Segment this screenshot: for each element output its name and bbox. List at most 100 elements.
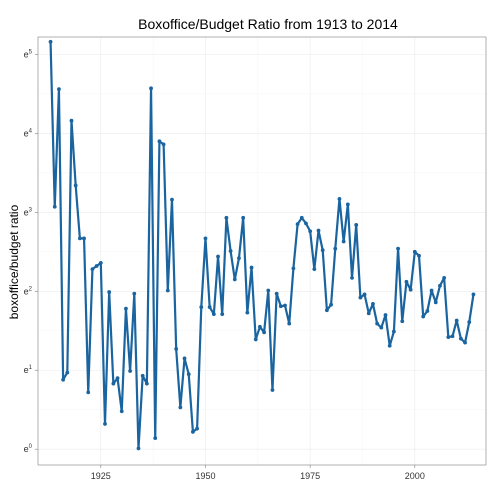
data-point	[103, 422, 107, 426]
data-point	[136, 446, 141, 451]
data-point	[467, 320, 472, 324]
data-point	[438, 283, 442, 288]
data-point	[362, 292, 367, 297]
data-point	[417, 253, 421, 258]
data-point	[211, 312, 216, 317]
y-tick-exponent: 4	[29, 128, 33, 134]
x-tick-label: 1950	[195, 471, 215, 481]
data-point	[195, 426, 200, 431]
data-point	[132, 291, 137, 296]
data-point	[379, 325, 384, 330]
data-point	[170, 197, 174, 202]
data-point	[270, 388, 275, 392]
y-tick-label: e2	[24, 286, 33, 296]
data-point	[404, 279, 409, 284]
data-point	[249, 265, 254, 270]
data-point	[228, 249, 233, 253]
data-point	[178, 405, 183, 410]
data-point	[157, 139, 162, 144]
y-tick-base: e	[24, 365, 29, 375]
data-point	[391, 329, 396, 334]
data-point	[458, 336, 463, 341]
data-point	[245, 310, 250, 315]
data-point	[48, 39, 53, 44]
data-point	[341, 239, 346, 244]
data-point	[308, 229, 313, 234]
y-tick-label: e5	[24, 49, 33, 59]
y-tick-base: e	[24, 286, 29, 296]
data-point	[283, 303, 287, 308]
data-point	[77, 236, 82, 241]
data-point	[329, 302, 333, 307]
y-tick-label: e0	[24, 444, 33, 454]
x-tick-label: 1925	[91, 471, 111, 481]
data-point	[52, 204, 57, 209]
x-tick-label: 1975	[300, 471, 320, 481]
y-tick-exponent: 5	[29, 49, 33, 55]
data-point	[253, 337, 258, 342]
series-layer	[48, 39, 476, 451]
series-line	[49, 40, 475, 450]
data-point	[408, 287, 413, 292]
y-tick-exponent: 0	[29, 444, 33, 450]
data-point	[65, 370, 70, 375]
data-point	[140, 373, 145, 378]
data-point	[73, 183, 78, 188]
data-point	[387, 343, 392, 348]
data-point	[316, 228, 321, 233]
y-tick-exponent: 3	[29, 207, 33, 213]
data-point	[94, 264, 99, 268]
data-point	[207, 305, 212, 309]
y-tick-base: e	[24, 444, 29, 454]
data-point	[165, 288, 170, 293]
major-gridlines	[38, 37, 486, 465]
data-point	[237, 256, 241, 261]
y-tick-label: e3	[24, 207, 33, 217]
data-point	[350, 275, 354, 280]
data-point	[278, 304, 283, 309]
data-point	[371, 302, 375, 306]
data-point	[287, 321, 292, 326]
data-point	[119, 409, 124, 414]
data-point	[82, 236, 86, 241]
y-tick-exponent: 2	[29, 286, 33, 292]
data-point	[429, 288, 434, 293]
data-point	[358, 295, 363, 300]
data-point	[258, 324, 262, 329]
y-tick-label: e4	[24, 128, 33, 138]
data-point	[266, 288, 271, 293]
data-point	[224, 215, 229, 220]
data-point	[186, 372, 191, 377]
data-point	[174, 347, 179, 351]
data-point	[144, 381, 149, 386]
data-point	[98, 260, 103, 265]
data-point	[69, 118, 74, 123]
data-point	[220, 312, 225, 317]
data-point	[421, 314, 426, 319]
data-point	[412, 249, 417, 254]
data-point	[333, 246, 338, 251]
data-point	[299, 215, 304, 220]
data-point	[375, 321, 380, 326]
data-point	[232, 277, 237, 282]
data-point	[345, 202, 350, 207]
data-point	[383, 313, 388, 317]
data-point	[320, 248, 325, 253]
y-tick-label: e1	[24, 365, 33, 375]
data-point	[161, 142, 166, 147]
data-point	[61, 377, 66, 382]
data-point	[86, 390, 91, 395]
data-point	[111, 381, 116, 386]
y-tick-base: e	[24, 49, 29, 59]
data-point	[291, 266, 296, 271]
data-point	[442, 275, 447, 280]
chart-title: Boxoffice/Budget Ratio from 1913 to 2014	[138, 16, 398, 32]
data-point	[274, 291, 279, 296]
data-point	[149, 86, 153, 91]
data-point	[128, 369, 133, 373]
data-point	[400, 319, 405, 324]
data-point	[203, 236, 208, 241]
data-point	[463, 340, 467, 345]
